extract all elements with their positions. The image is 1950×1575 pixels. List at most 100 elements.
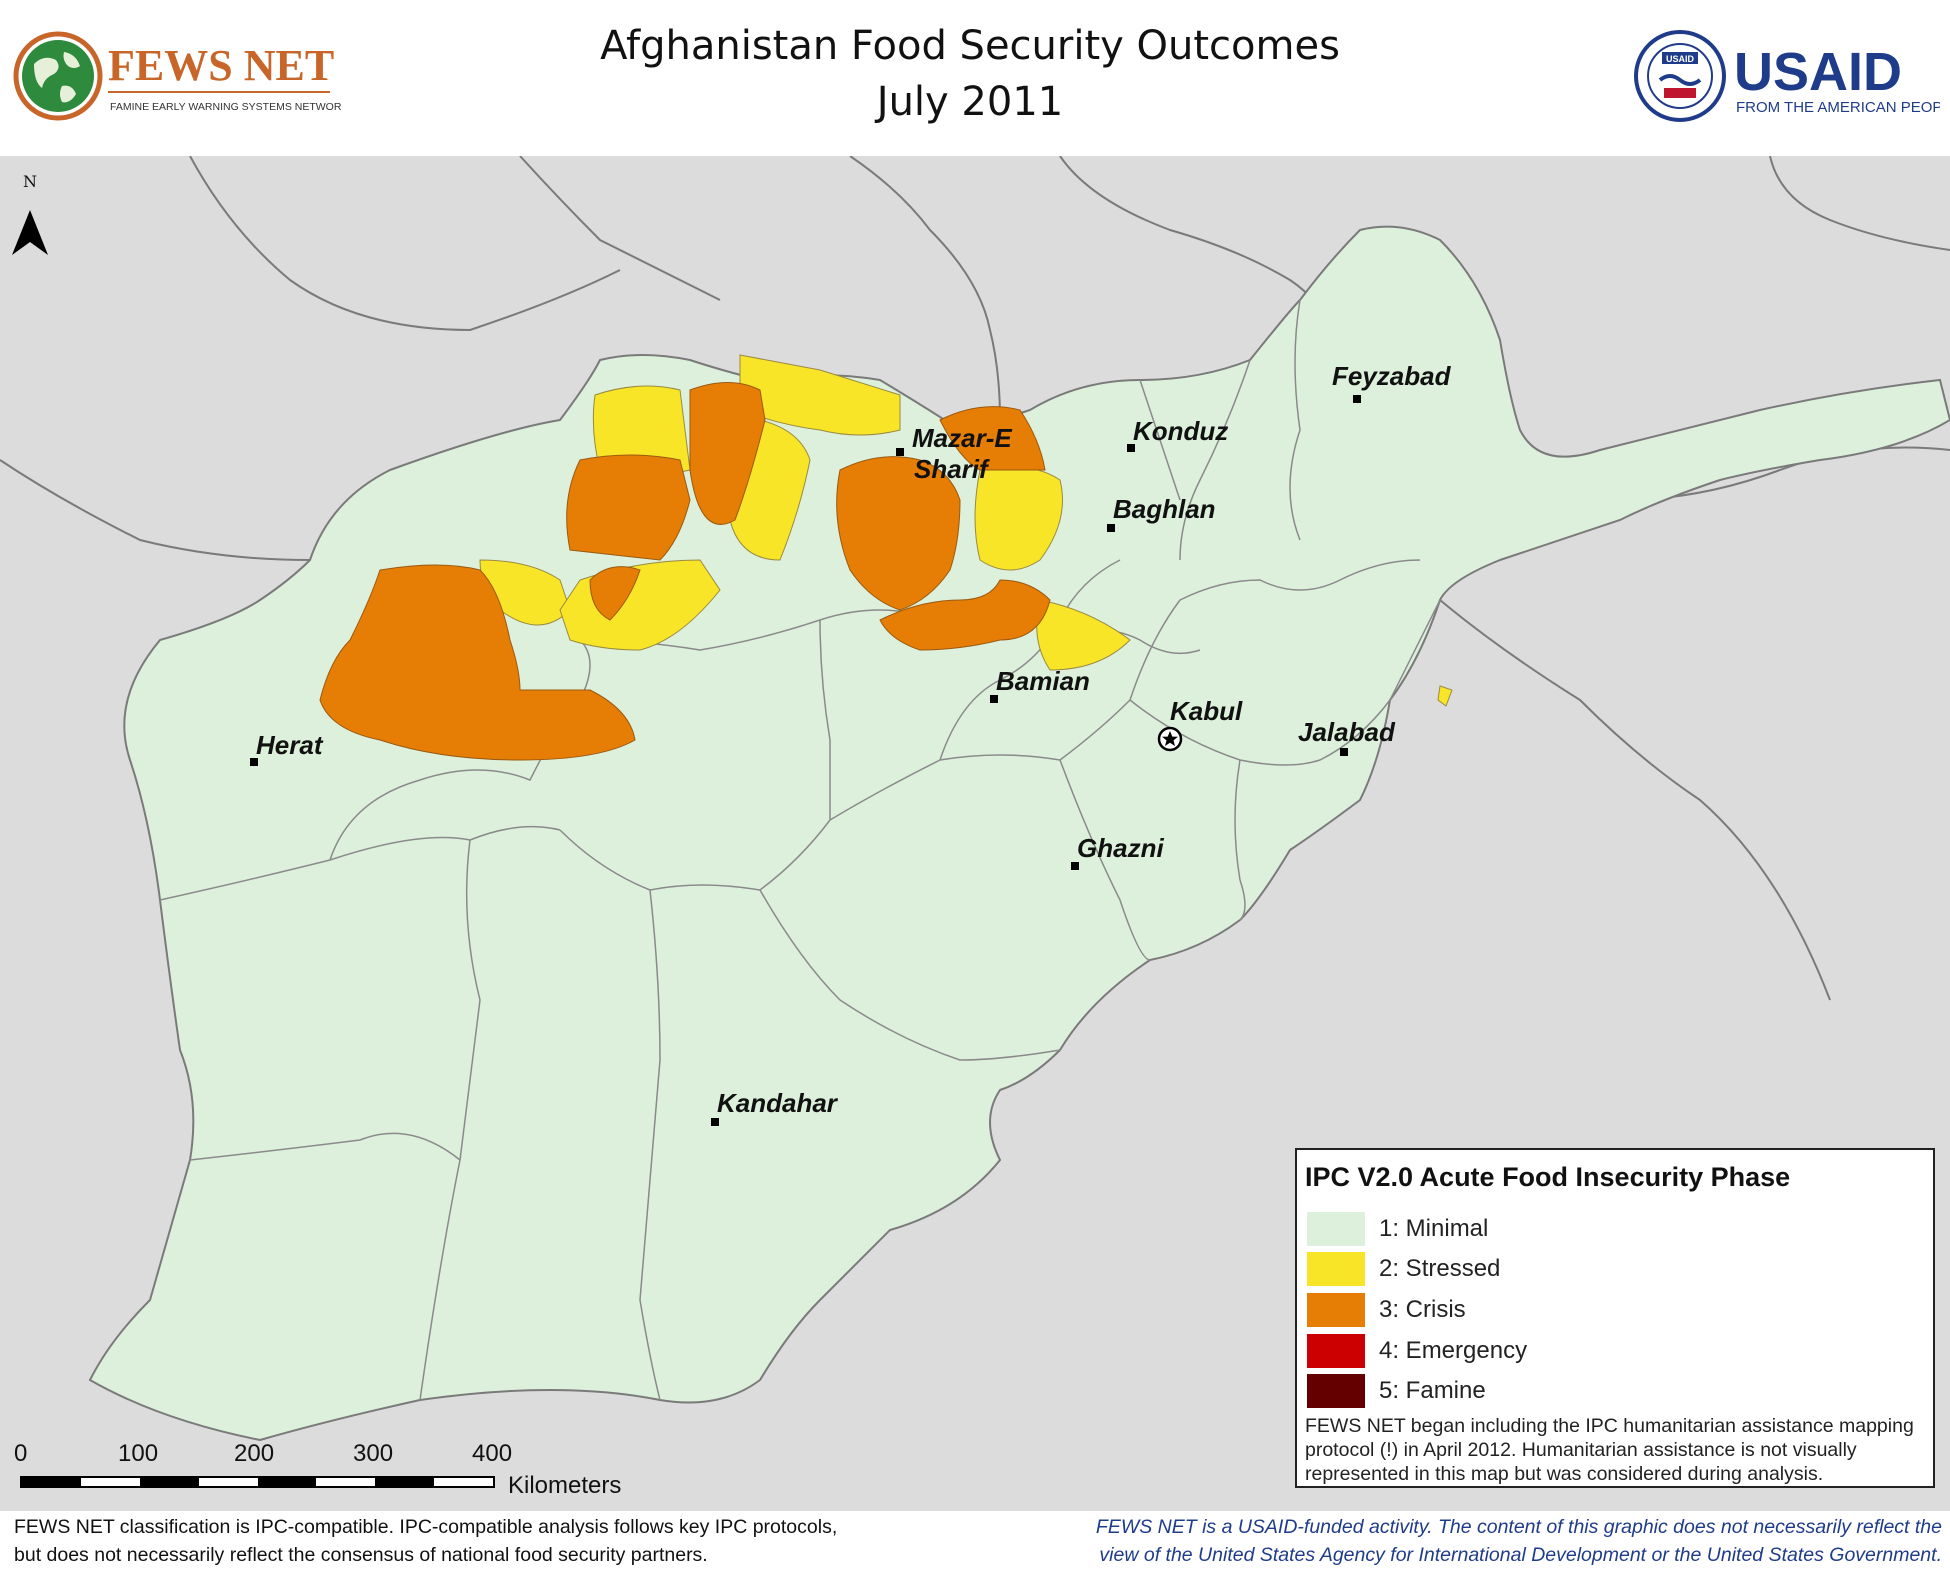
footer-disclaimer-usaid: FEWS NET is a USAID-funded activity. The… bbox=[1030, 1513, 1942, 1569]
afghanistan-minimal-area bbox=[88, 225, 1950, 1442]
city-marker-kandahar bbox=[711, 1118, 719, 1126]
city-markers: Feyzabad Mazar-E Sharif Konduz Baghlan B… bbox=[250, 361, 1452, 1126]
globe-continents bbox=[34, 52, 80, 103]
province-line bbox=[759, 889, 1061, 1061]
footer-disclaimer-ipc: FEWS NET classification is IPC-compatibl… bbox=[14, 1513, 914, 1569]
legend-label-minimal: 1: Minimal bbox=[1379, 1215, 1489, 1242]
border-pakistan-east bbox=[1439, 599, 1831, 1001]
usaid-seal-stripes bbox=[1664, 88, 1696, 98]
legend-swatch-stressed bbox=[1307, 1252, 1365, 1286]
footer-right-line-1: FEWS NET is a USAID-funded activity. The… bbox=[1095, 1516, 1942, 1538]
province-line bbox=[1389, 599, 1441, 701]
city-label-jalabad: Jalabad bbox=[1298, 717, 1396, 747]
neighbor-borders bbox=[0, 156, 1950, 1001]
scale-tick-100: 100 bbox=[118, 1440, 159, 1467]
province-line bbox=[329, 639, 591, 861]
footer-right-line-2: view of the United States Agency for Int… bbox=[1099, 1544, 1942, 1566]
legend-label-emergency: 4: Emergency bbox=[1379, 1337, 1528, 1364]
city-marker-baghlan bbox=[1107, 524, 1115, 532]
scale-bar-graphic bbox=[20, 1476, 495, 1488]
star-icon bbox=[1162, 731, 1178, 746]
scale-tick-400: 400 bbox=[472, 1440, 513, 1467]
crisis-areas bbox=[319, 382, 1051, 761]
legend-label-stressed: 2: Stressed bbox=[1379, 1255, 1501, 1282]
city-marker-mazar bbox=[896, 448, 904, 456]
border-turkmen-uzbek bbox=[519, 156, 721, 301]
scale-segment bbox=[316, 1478, 376, 1486]
scale-bar: 0 100 200 300 400 Kilometers bbox=[8, 1440, 648, 1500]
legend: IPC V2.0 Acute Food Insecurity Phase 1: … bbox=[1295, 1148, 1935, 1488]
province-line bbox=[639, 889, 661, 1401]
footer-left-line-2: but does not necessarily reflect the con… bbox=[14, 1544, 708, 1566]
province-line bbox=[1234, 759, 1246, 921]
city-label-kabul: Kabul bbox=[1170, 696, 1243, 726]
north-arrow-icon bbox=[12, 210, 48, 255]
scale-segment bbox=[22, 1478, 81, 1486]
province-line bbox=[159, 825, 561, 901]
city-marker-herat bbox=[250, 758, 258, 766]
crisis-area bbox=[939, 406, 1046, 471]
scale-unit: Kilometers bbox=[508, 1472, 622, 1499]
fews-net-logo: FEWS NET FAMINE EARLY WARNING SYSTEMS NE… bbox=[13, 31, 342, 121]
title-line-1: Afghanistan Food Security Outcomes bbox=[600, 23, 1340, 69]
usaid-logo-subtext: FROM THE AMERICAN PEOPLE bbox=[1736, 99, 1940, 116]
legend-label-crisis: 3: Crisis bbox=[1379, 1296, 1466, 1323]
city-label-ghazni: Ghazni bbox=[1077, 833, 1164, 863]
city-marker-jalabad bbox=[1340, 748, 1348, 756]
crisis-area bbox=[319, 564, 636, 761]
province-line bbox=[189, 1132, 461, 1161]
scale-segment bbox=[375, 1478, 435, 1486]
crisis-area bbox=[566, 454, 691, 561]
legend-swatch-minimal bbox=[1307, 1212, 1365, 1246]
province-line bbox=[1139, 379, 1181, 501]
province-line bbox=[939, 559, 1121, 761]
city-marker-bamian bbox=[990, 695, 998, 703]
scale-segment bbox=[80, 1478, 140, 1486]
crisis-area bbox=[589, 566, 641, 621]
city-marker-ghazni bbox=[1071, 862, 1079, 870]
province-line bbox=[1179, 359, 1251, 561]
city-label-mazar-line2: Sharif bbox=[914, 454, 990, 484]
border-uzbekistan bbox=[849, 156, 1001, 421]
fews-logo-subtext: FAMINE EARLY WARNING SYSTEMS NETWORK bbox=[110, 101, 342, 113]
legend-label-famine: 5: Famine bbox=[1379, 1377, 1486, 1404]
city-label-feyzabad: Feyzabad bbox=[1332, 361, 1452, 391]
legend-title: IPC V2.0 Acute Food Insecurity Phase bbox=[1305, 1162, 1791, 1192]
province-line bbox=[1289, 299, 1301, 541]
title-line-2: July 2011 bbox=[876, 79, 1064, 125]
usaid-logo-text: USAID bbox=[1734, 42, 1902, 102]
stressed-area bbox=[1437, 685, 1453, 707]
city-label-mazar-line1: Mazar-E bbox=[912, 423, 1012, 453]
scale-segment bbox=[139, 1478, 199, 1486]
crisis-area bbox=[836, 456, 961, 611]
crisis-area bbox=[879, 579, 1051, 651]
city-marker-konduz bbox=[1127, 444, 1135, 452]
scale-segment bbox=[257, 1478, 317, 1486]
usaid-logo: USAID USAID FROM THE AMERICAN PEOPLE bbox=[1634, 30, 1940, 122]
province-line bbox=[1129, 559, 1421, 701]
province-line bbox=[829, 699, 1131, 821]
border-kyrgyz bbox=[1769, 156, 1950, 251]
city-marker-feyzabad bbox=[1353, 395, 1361, 403]
province-line bbox=[559, 819, 831, 891]
stressed-area bbox=[1036, 599, 1131, 671]
scale-segment bbox=[434, 1478, 493, 1486]
footer-left-line-1: FEWS NET classification is IPC-compatibl… bbox=[14, 1516, 838, 1538]
scale-tick-200: 200 bbox=[234, 1440, 275, 1467]
map-title: Afghanistan Food Security Outcomes July … bbox=[480, 18, 1460, 130]
province-line bbox=[819, 619, 831, 820]
legend-swatch-crisis bbox=[1307, 1293, 1365, 1327]
fews-logo-text: FEWS NET bbox=[108, 41, 334, 90]
usaid-seal-text: USAID bbox=[1666, 54, 1695, 64]
header: FEWS NET FAMINE EARLY WARNING SYSTEMS NE… bbox=[0, 0, 1950, 156]
border-turkmenistan bbox=[189, 156, 621, 332]
legend-swatch-emergency bbox=[1307, 1334, 1365, 1368]
usaid-seal-banner bbox=[1662, 52, 1698, 64]
scale-tick-300: 300 bbox=[353, 1440, 394, 1467]
legend-swatch-famine bbox=[1307, 1374, 1365, 1408]
province-line bbox=[419, 839, 481, 1401]
border-iran-north bbox=[0, 459, 311, 561]
city-label-kandahar: Kandahar bbox=[717, 1088, 839, 1118]
province-boundaries bbox=[159, 299, 1441, 1401]
fews-globe-ring bbox=[13, 31, 103, 121]
